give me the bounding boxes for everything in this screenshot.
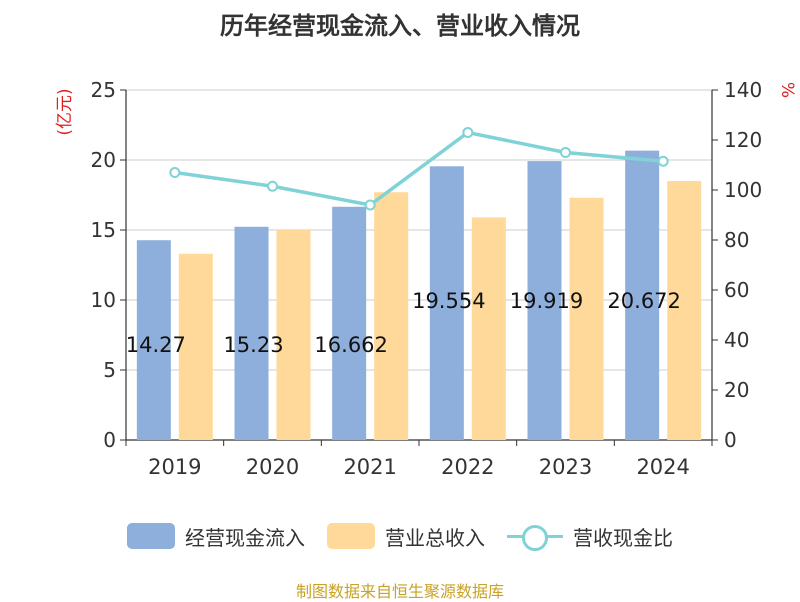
x-tick-label: 2020: [246, 455, 299, 479]
x-tick-label: 2021: [343, 455, 396, 479]
y2-tick-label: 20: [724, 378, 749, 402]
bar-revenue: [667, 181, 702, 440]
data-label-cash-inflow: 20.672: [607, 289, 680, 313]
bar-cash-inflow: [625, 150, 660, 440]
y2-tick-label: 40: [724, 328, 749, 352]
bar-revenue: [569, 197, 604, 440]
bar-cash-inflow: [527, 161, 562, 440]
x-tick-label: 2023: [539, 455, 592, 479]
point-ratio: [560, 147, 571, 158]
bar-revenue: [178, 253, 213, 440]
y-tick-label: 15: [91, 218, 116, 242]
legend-label-cash-inflow: 经营现金流入: [185, 525, 305, 550]
y-tick-label: 10: [91, 288, 116, 312]
legend: 经营现金流入 营业总收入 营收现金比: [0, 516, 800, 556]
y2-tick-label: 140: [724, 78, 762, 102]
y2-tick-label: 120: [724, 128, 762, 152]
bar-cash-inflow: [136, 240, 171, 440]
data-label-cash-inflow: 15.23: [223, 333, 283, 357]
point-ratio: [169, 167, 181, 178]
line-ratio: [174, 130, 664, 207]
x-tick-label: 2022: [441, 455, 494, 479]
chart-title: 历年经营现金流入、营业收入情况: [220, 12, 580, 40]
point-ratio: [364, 199, 376, 211]
y-tick-label: 25: [91, 78, 116, 102]
legend-item-revenue[interactable]: 营业总收入: [327, 522, 485, 551]
legend-label-ratio: 营收现金比: [573, 525, 673, 550]
y-tick-label: 0: [103, 428, 116, 452]
y2-tick-label: 80: [724, 228, 749, 252]
bar-cash-inflow: [332, 206, 367, 440]
x-tick-label: 2024: [636, 455, 689, 479]
bar-revenue: [276, 230, 311, 440]
y2-tick-label: 60: [724, 278, 749, 302]
point-ratio: [267, 180, 278, 192]
bar-cash-inflow: [234, 226, 269, 440]
legend-item-cash-inflow[interactable]: 经营现金流入: [127, 522, 305, 551]
data-label-cash-inflow: 16.662: [314, 333, 387, 357]
legend-swatch-cash-inflow: [127, 523, 175, 549]
legend-swatch-ratio: [507, 523, 563, 551]
data-label-cash-inflow: 14.27: [126, 333, 186, 357]
x-tick-label: 2019: [148, 455, 201, 479]
data-label-cash-inflow: 19.554: [412, 289, 485, 313]
y2-axis-unit-label: %: [777, 82, 797, 98]
y-tick-label: 5: [103, 358, 116, 382]
point-ratio: [657, 155, 669, 167]
legend-item-ratio[interactable]: 营收现金比: [507, 522, 673, 551]
y2-tick-label: 0: [724, 428, 737, 452]
data-label-cash-inflow: 19.919: [510, 289, 583, 313]
bar-cash-inflow: [429, 166, 464, 441]
y2-tick-label: 100: [724, 178, 762, 202]
legend-swatch-revenue: [327, 523, 375, 549]
y-axis-unit-label: (亿元): [55, 88, 75, 135]
legend-label-revenue: 营业总收入: [385, 525, 485, 550]
y-tick-label: 20: [91, 148, 116, 172]
data-source-note: 制图数据来自恒生聚源数据库: [295, 582, 504, 601]
point-ratio: [462, 127, 474, 138]
bar-revenue: [374, 192, 409, 440]
bar-revenue: [471, 217, 506, 440]
